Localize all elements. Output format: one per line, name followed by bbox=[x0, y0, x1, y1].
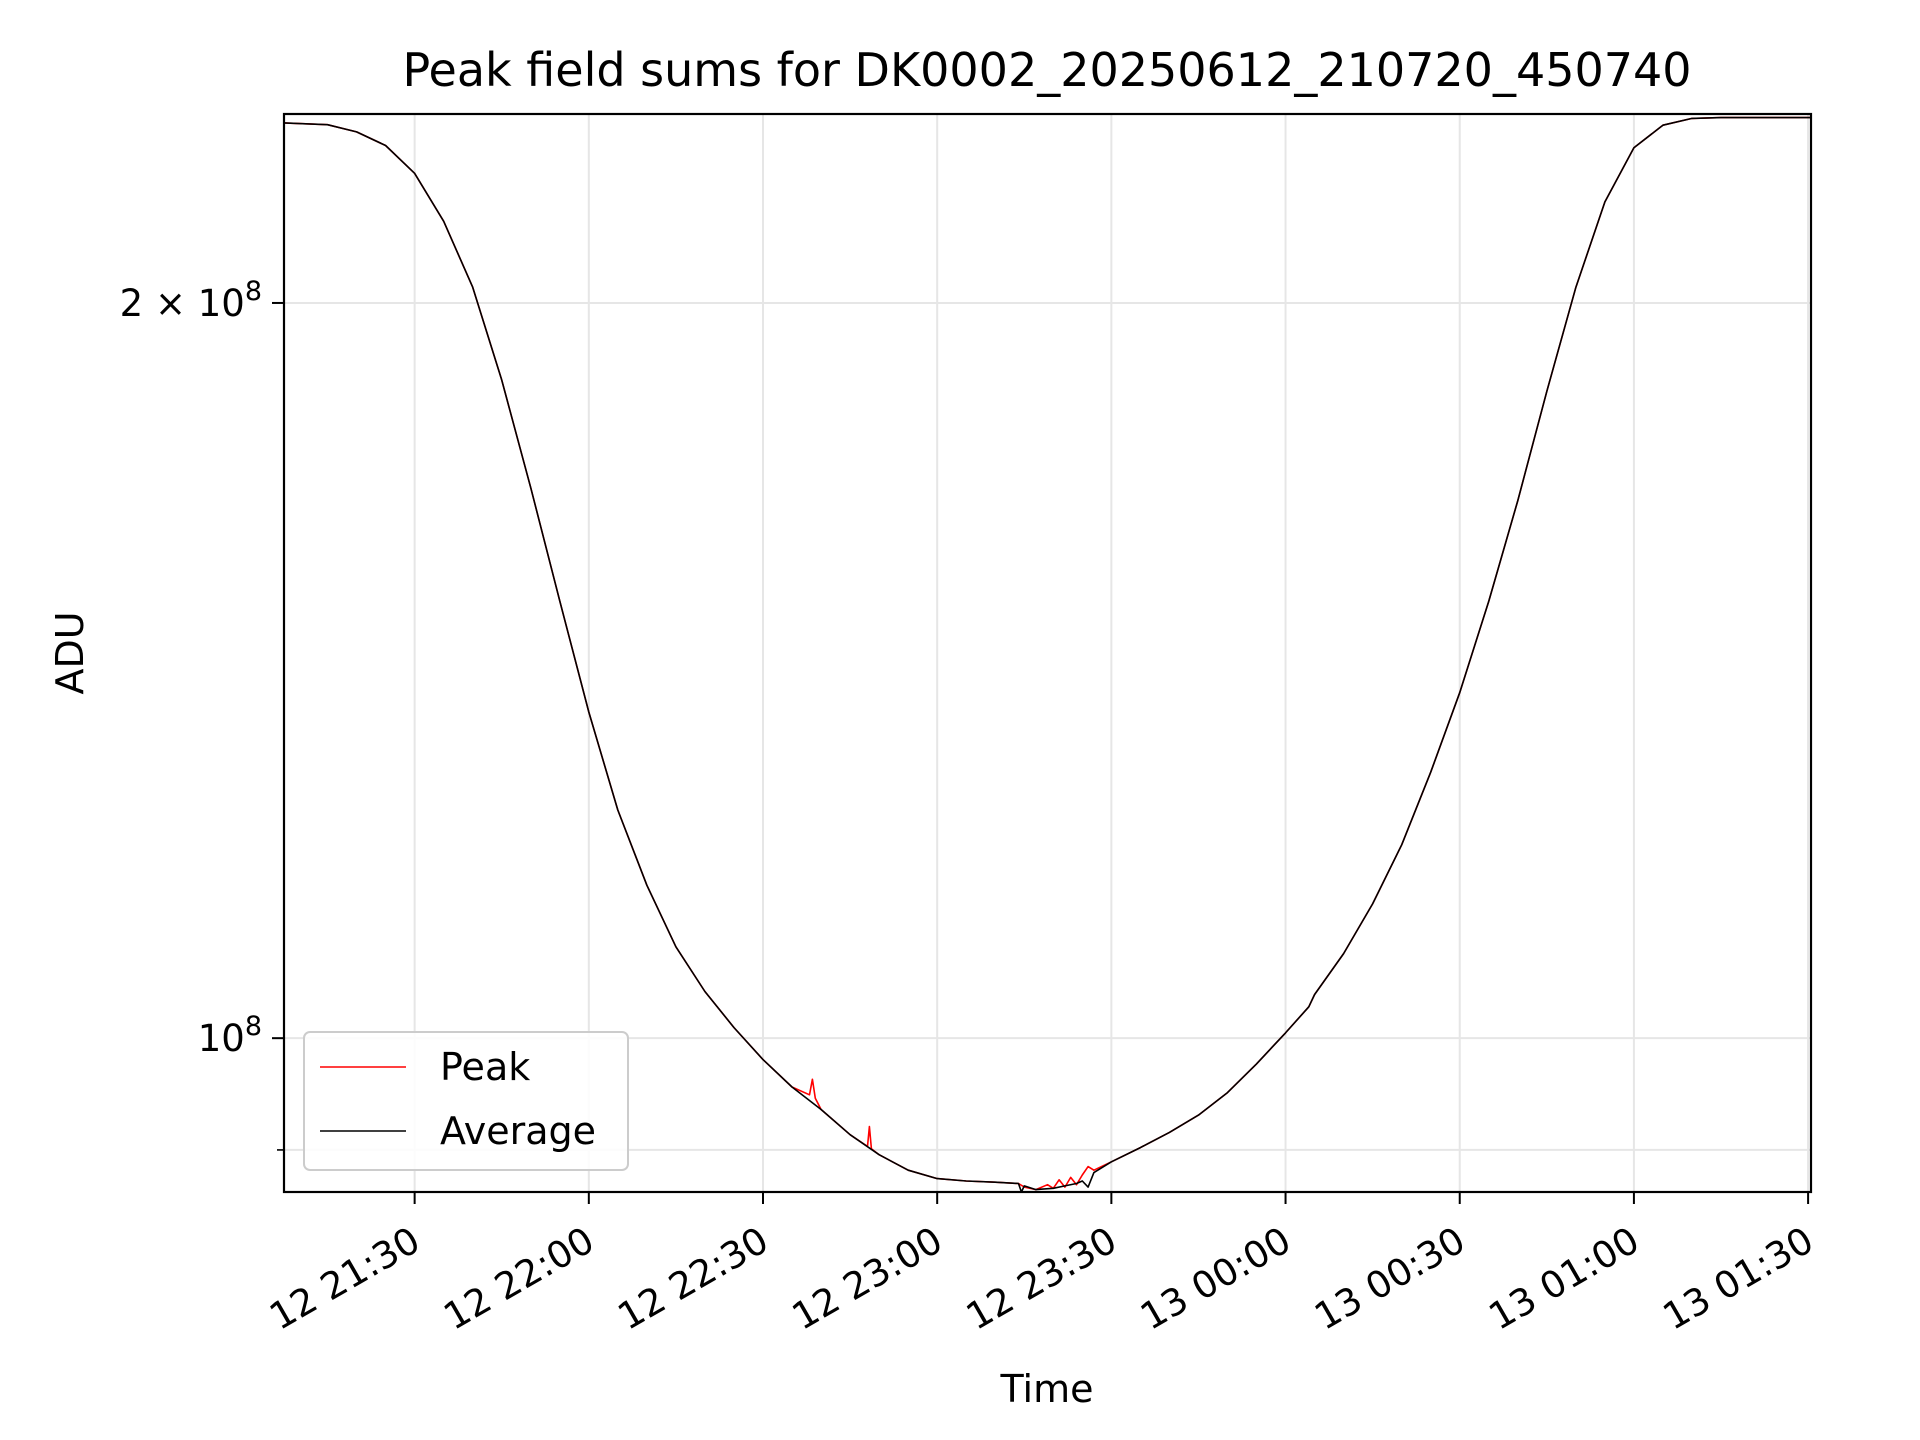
y-axis-ticks: 108 2 × 108 bbox=[120, 276, 284, 1151]
series-lines bbox=[283, 116, 1811, 1193]
series-line-average bbox=[283, 116, 1811, 1193]
legend-label-average: Average bbox=[440, 1109, 596, 1153]
y-tick-label: 2 × 108 bbox=[120, 276, 262, 325]
plot-frame bbox=[282, 112, 1813, 1194]
chart-title: Peak field sums for DK0002_20250612_2107… bbox=[402, 43, 1691, 97]
legend-label-peak: Peak bbox=[440, 1045, 530, 1089]
y-tick-label: 108 bbox=[198, 1011, 262, 1060]
x-axis-label: Time bbox=[1000, 1367, 1094, 1411]
y-axis-label: ADU bbox=[48, 611, 92, 694]
legend: Peak Average bbox=[303, 1031, 629, 1171]
